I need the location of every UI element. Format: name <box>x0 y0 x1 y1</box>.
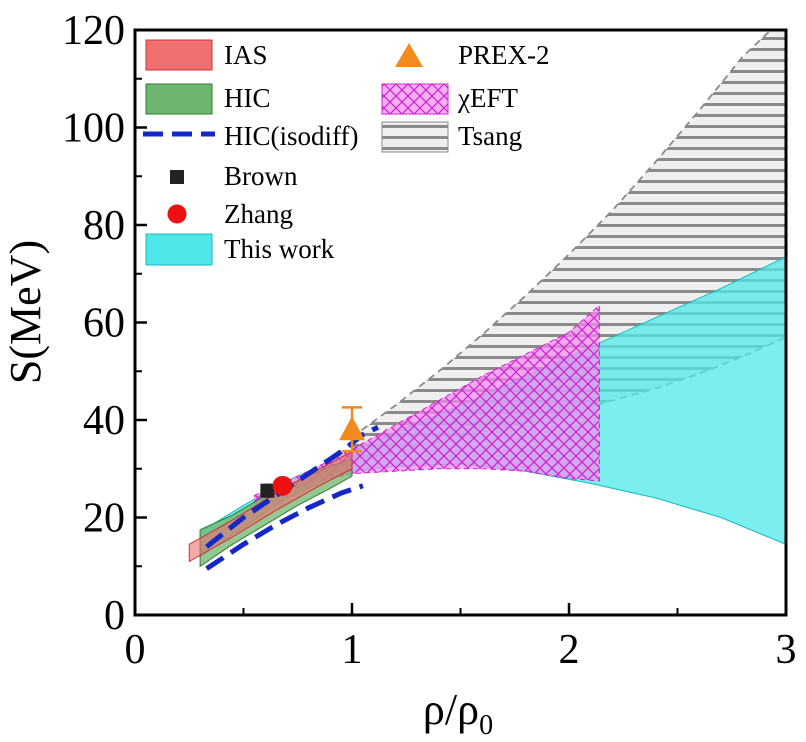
tsang-upper-edge <box>351 30 786 438</box>
y-tick-label: 80 <box>83 203 125 249</box>
zhang-point <box>272 475 293 496</box>
x-tick-label: 0 <box>125 627 146 673</box>
legend-label-hic_isodiff: HIC(isodiff) <box>224 121 359 151</box>
x-tick-label: 3 <box>776 627 797 673</box>
y-tick-label: 60 <box>83 301 125 347</box>
legend-swatch-chieft <box>381 83 449 115</box>
legend: IAS HIC HIC(isodiff) Brown Zhang This work PRE… <box>143 39 550 266</box>
prex2-point <box>339 416 365 441</box>
y-tick-label: 20 <box>83 496 125 542</box>
y-tick-label: 100 <box>62 106 125 152</box>
legend-swatch-hic <box>145 83 213 115</box>
hic-isodiff-upper <box>205 425 380 549</box>
ias-band <box>188 450 353 563</box>
x-axis-title-main: ρ/ρ <box>423 685 479 734</box>
hic-isodiff-lower <box>205 483 364 571</box>
legend-label-prex2: PREX-2 <box>458 40 550 70</box>
legend-label-tsang: Tsang <box>458 121 522 151</box>
y-axis-title: S(MeV) <box>1 240 50 384</box>
legend-label-chieft: χEFT <box>457 83 518 113</box>
brown-point <box>260 483 275 498</box>
legend-swatch-this-work <box>145 233 213 266</box>
x-axis-title: ρ/ρ0 <box>423 685 493 741</box>
legend-swatch-zhang <box>167 204 187 224</box>
y-tick-label: 40 <box>83 398 125 444</box>
legend-swatch-tsang <box>381 121 449 153</box>
legend-label-this_work: This work <box>224 234 335 264</box>
legend-swatch-brown <box>170 170 184 184</box>
x-tick-label: 2 <box>559 627 580 673</box>
plot-area <box>188 30 786 571</box>
legend-label-ias: IAS <box>224 40 268 70</box>
legend-label-hic: HIC <box>224 83 271 113</box>
y-tick-label: 0 <box>104 593 125 639</box>
legend-swatch-prex2 <box>395 43 423 67</box>
legend-label-zhang: Zhang <box>224 199 293 229</box>
legend-swatch-ias <box>145 39 213 71</box>
legend-label-brown: Brown <box>224 161 298 191</box>
x-axis-title-subscript: 0 <box>479 710 493 741</box>
y-tick-label: 120 <box>62 8 125 54</box>
x-tick-label: 1 <box>342 627 363 673</box>
